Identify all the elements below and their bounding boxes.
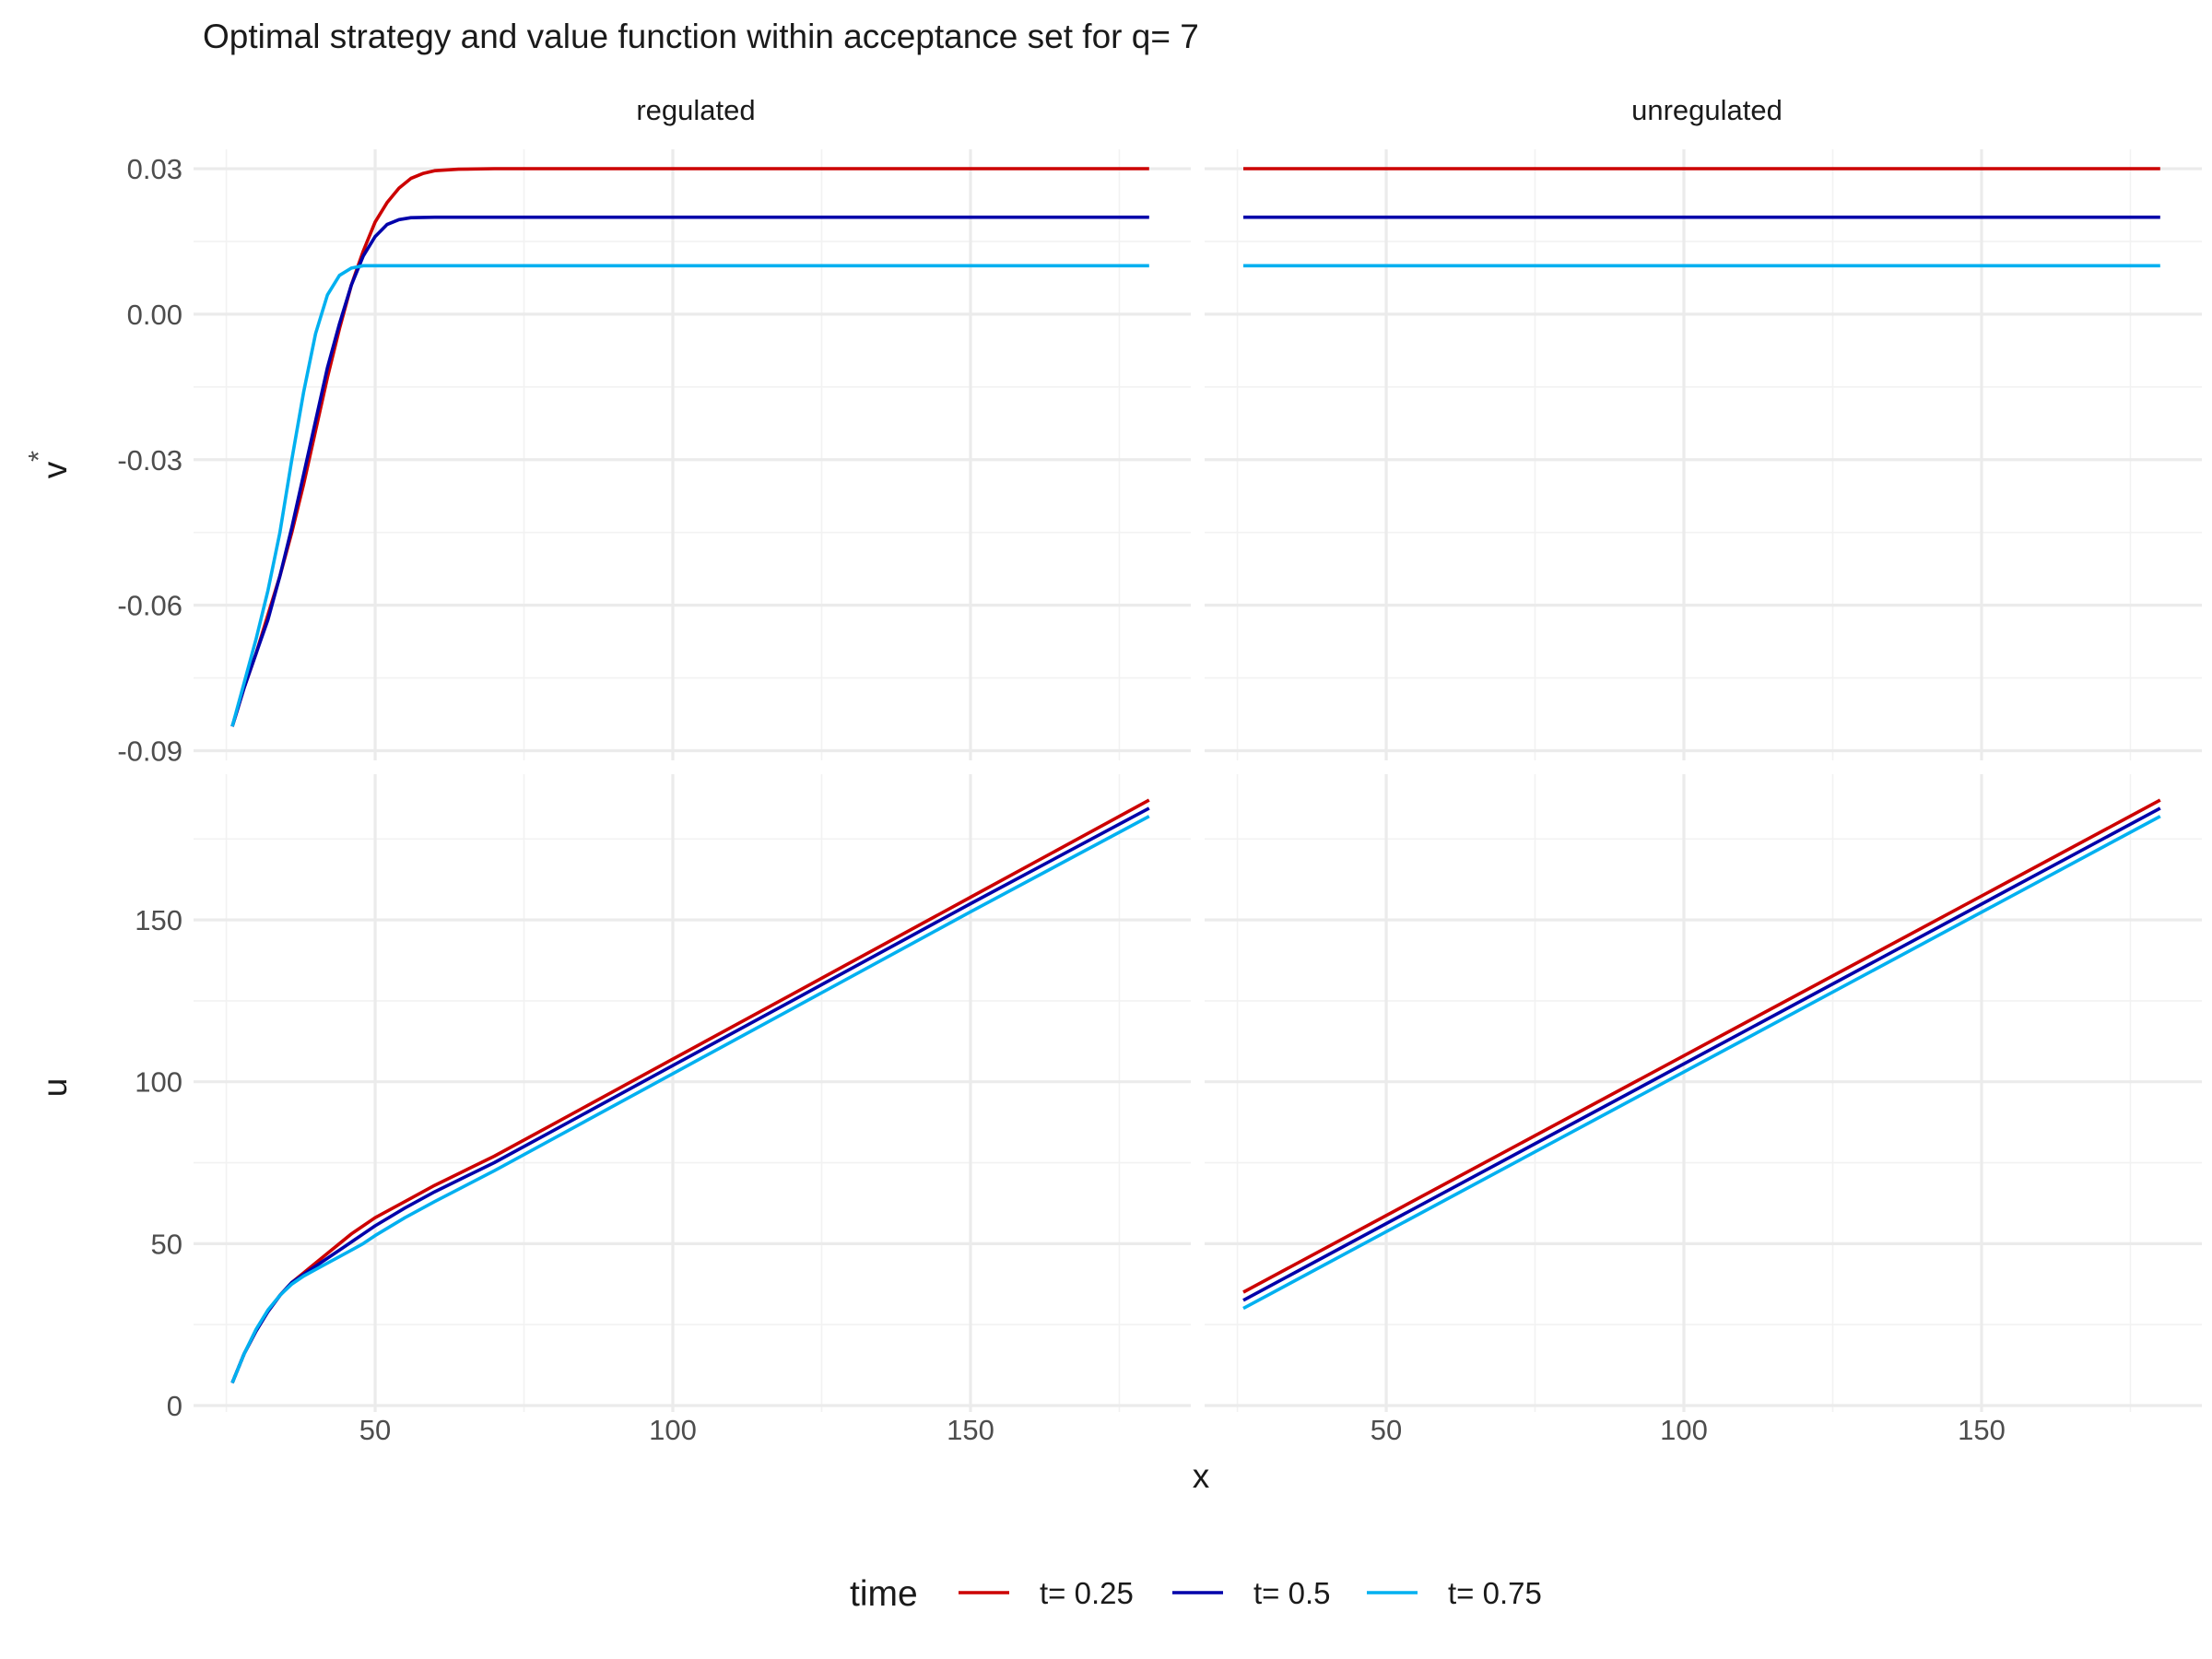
y-axis-title-v-star: v [36, 461, 74, 478]
y-axis-title-top: v [36, 461, 74, 478]
y-tick-label: 0 [167, 1390, 182, 1422]
x-tick-label: 100 [1660, 1414, 1708, 1446]
x-axis-tick-labels: 50 100 150 50 100 150 [359, 1414, 2006, 1446]
legend: time t= 0.25 t= 0.5 t= 0.75 [850, 1574, 1542, 1614]
x-tick-label: 100 [649, 1414, 697, 1446]
x-tick-label: 50 [1371, 1414, 1402, 1446]
panel-regulated-row-1 [194, 774, 1191, 1412]
panel-area [194, 149, 2202, 1412]
x-tick-label: 150 [1958, 1414, 2006, 1446]
series-line-t-0-25 [230, 798, 1150, 1384]
y-tick-label: 100 [135, 1066, 182, 1099]
y-axis-title-superscript: * [22, 451, 54, 462]
legend-title: time [850, 1574, 918, 1614]
panel-unregulated-row-1 [1205, 774, 2202, 1412]
series-line-t-0-25 [230, 167, 1149, 727]
y-axis-title-u: u [36, 1078, 74, 1098]
series-line-t-0-5 [230, 215, 1149, 727]
series-line-t-0-5 [1242, 806, 2161, 1302]
x-tick-label: 150 [947, 1414, 994, 1446]
legend-label-3: t= 0.75 [1448, 1576, 1542, 1610]
x-axis-title: x [1193, 1457, 1210, 1495]
y-tick-label: 0.03 [127, 153, 182, 185]
y-axis-title-bottom: u [36, 1078, 74, 1098]
y-tick-label: 0.00 [127, 299, 182, 331]
legend-label-2: t= 0.5 [1253, 1576, 1330, 1610]
y-tick-label: -0.03 [117, 444, 182, 477]
y-tick-label: 150 [135, 904, 182, 936]
y-tick-label: 50 [151, 1228, 182, 1260]
series-line-t-0-75 [1242, 815, 2161, 1311]
chart-title: Optimal strategy and value function with… [203, 18, 1199, 55]
y-axis-tick-labels: 0.03 0.00 -0.03 -0.06 -0.09 0 50 100 150 [117, 153, 182, 1422]
series-line-t-0-75 [230, 264, 1149, 727]
series-line-t-0-75 [230, 815, 1150, 1384]
panel-regulated-row-0 [194, 149, 1191, 760]
y-tick-label: -0.09 [117, 735, 182, 767]
panel-unregulated-row-0 [1205, 149, 2202, 760]
facet-strip-regulated: regulated [636, 94, 755, 126]
facet-strip-unregulated: unregulated [1631, 94, 1783, 126]
legend-label-1: t= 0.25 [1040, 1576, 1134, 1610]
y-tick-label: -0.06 [117, 590, 182, 622]
series-line-t-0-25 [1242, 798, 2161, 1294]
x-tick-label: 50 [359, 1414, 391, 1446]
series-line-t-0-5 [230, 806, 1150, 1384]
